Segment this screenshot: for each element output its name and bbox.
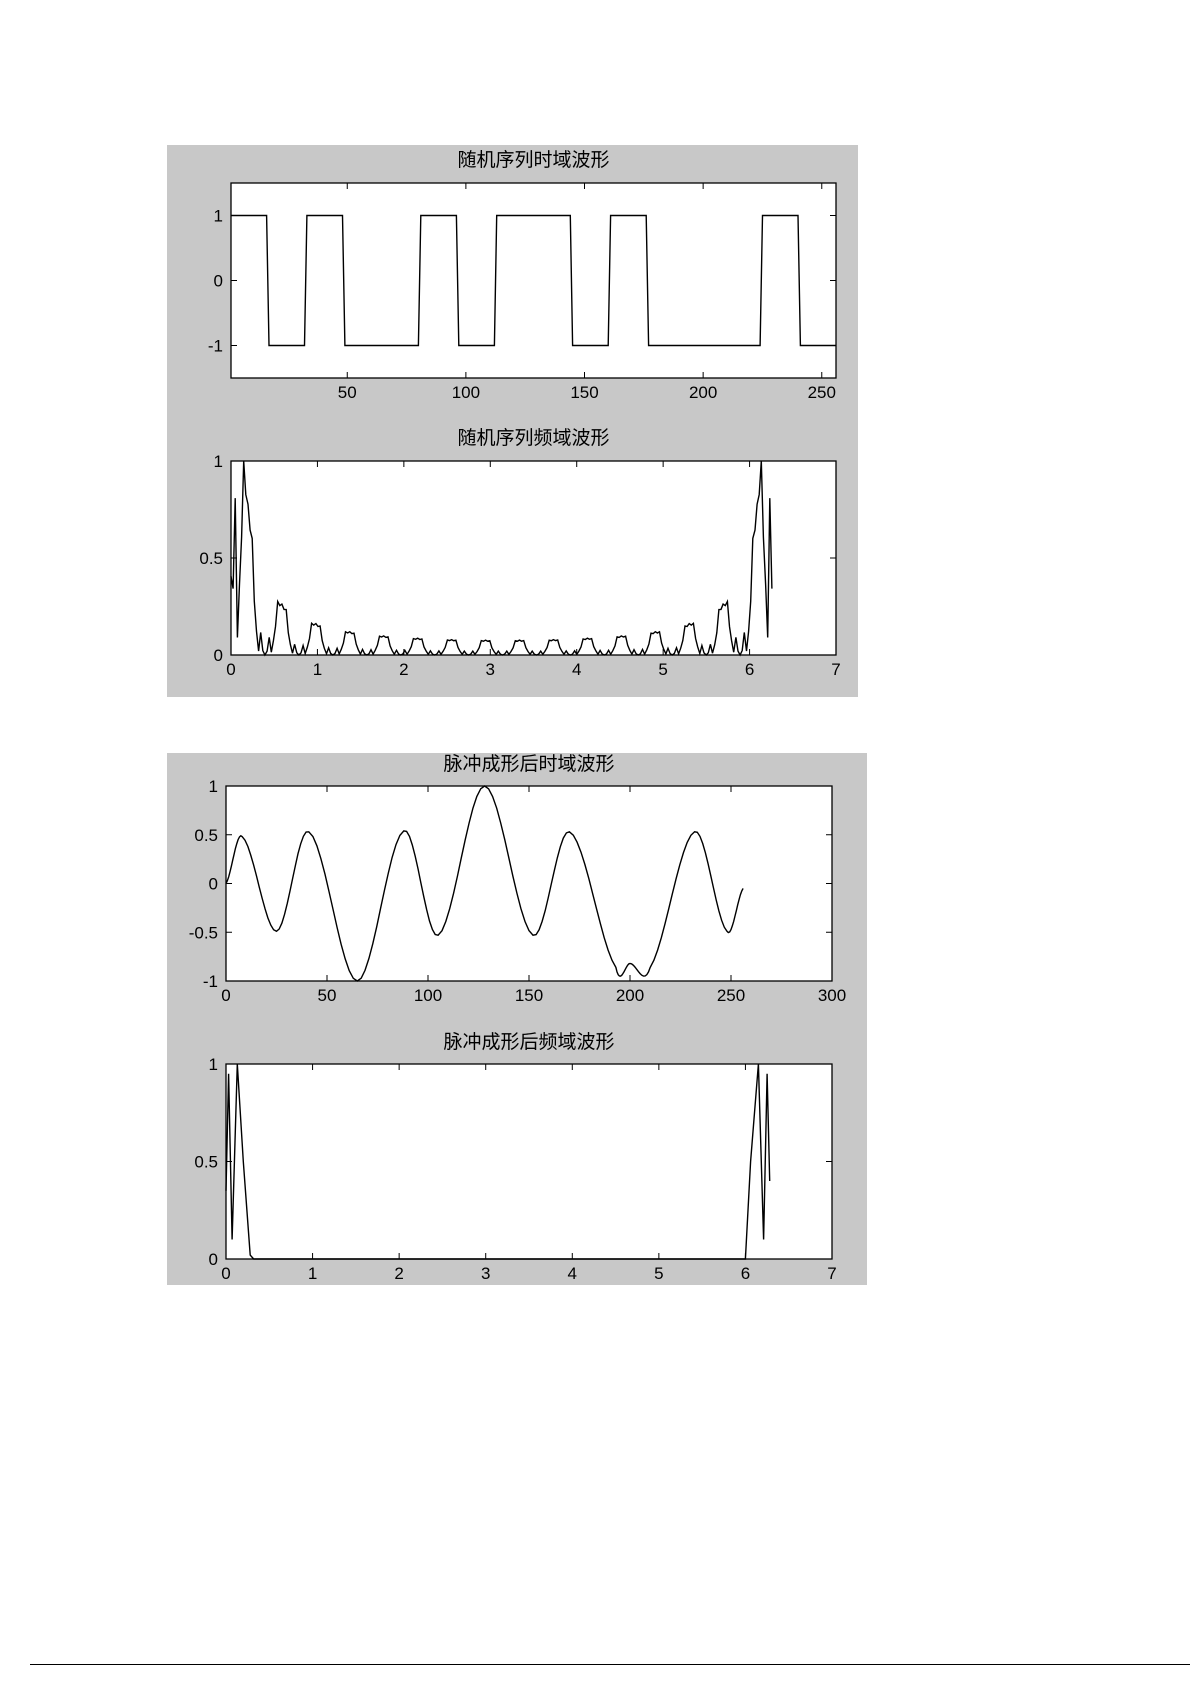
x-tick-label: 100 [452, 383, 480, 402]
x-tick-label: 200 [689, 383, 717, 402]
series-line [231, 214, 836, 347]
axes-box [225, 785, 833, 982]
y-tick-label: -1 [208, 337, 223, 356]
x-tick-label: 1 [313, 660, 322, 679]
x-tick-label: 300 [818, 986, 846, 1005]
y-tick-label: -0.5 [189, 923, 218, 942]
y-tick-label: 0.5 [199, 549, 223, 568]
y-tick-label: 1 [209, 777, 218, 796]
x-tick-label: 100 [414, 986, 442, 1005]
chart-title: 随机序列时域波形 [457, 149, 609, 171]
x-tick-label: 2 [394, 1264, 403, 1283]
x-tick-label: 200 [616, 986, 644, 1005]
series-line [230, 460, 773, 657]
y-tick-label: 1 [214, 452, 223, 471]
x-tick-label: 5 [654, 1264, 663, 1283]
y-tick-label: 0 [209, 1250, 218, 1269]
subplot-2: 随机序列频域波形 0 1 2 3 4 5 6 7 0 0.5 1 [199, 427, 840, 679]
x-tick-label: 150 [515, 986, 543, 1005]
x-tick-label: 250 [808, 383, 836, 402]
x-tick-label: 5 [658, 660, 667, 679]
subplot-3: 脉冲成形后时域波形 0 50 100 150 200 250 300 -1 -0.5 0 0.5 1 [189, 753, 846, 1005]
x-tick-label: 150 [570, 383, 598, 402]
y-tick-label: 0.5 [194, 1153, 218, 1172]
series-line [225, 1063, 771, 1260]
y-tick-label: 0 [209, 875, 218, 894]
x-tick-label: 2 [399, 660, 408, 679]
x-tick-label: 7 [831, 660, 840, 679]
y-tick-label: 0 [214, 272, 223, 291]
x-tick-label: 0 [226, 660, 235, 679]
chart-title: 脉冲成形后时域波形 [443, 753, 614, 775]
x-tick-label: 3 [486, 660, 495, 679]
series-line [225, 785, 744, 982]
y-tick-label: -1 [203, 972, 218, 991]
axes-box [225, 1063, 833, 1260]
x-tick-label: 0 [221, 986, 230, 1005]
chart-title: 随机序列频域波形 [457, 427, 609, 449]
subplot-1: 随机序列时域波形 50 100 150 200 250 -1 0 1 [208, 149, 837, 402]
axes-box [230, 460, 837, 656]
y-tick-label: 1 [214, 207, 223, 226]
x-tick-label: 4 [568, 1264, 577, 1283]
axes-box [230, 182, 837, 379]
x-tick-label: 1 [308, 1264, 317, 1283]
subplot-4: 脉冲成形后频域波形 0 1 2 3 4 5 6 7 0 0.5 1 [194, 1031, 836, 1283]
x-tick-label: 50 [338, 383, 357, 402]
x-tick-label: 6 [741, 1264, 750, 1283]
x-tick-label: 0 [221, 1264, 230, 1283]
x-tick-label: 7 [827, 1264, 836, 1283]
y-tick-label: 0 [214, 646, 223, 665]
x-tick-label: 4 [572, 660, 581, 679]
page-bottom-rule [30, 1664, 1190, 1665]
y-tick-label: 1 [209, 1055, 218, 1074]
y-tick-label: 0.5 [194, 826, 218, 845]
x-tick-label: 250 [717, 986, 745, 1005]
x-tick-label: 3 [481, 1264, 490, 1283]
x-tick-label: 50 [318, 986, 337, 1005]
chart-title: 脉冲成形后频域波形 [443, 1031, 614, 1053]
x-tick-label: 6 [745, 660, 754, 679]
